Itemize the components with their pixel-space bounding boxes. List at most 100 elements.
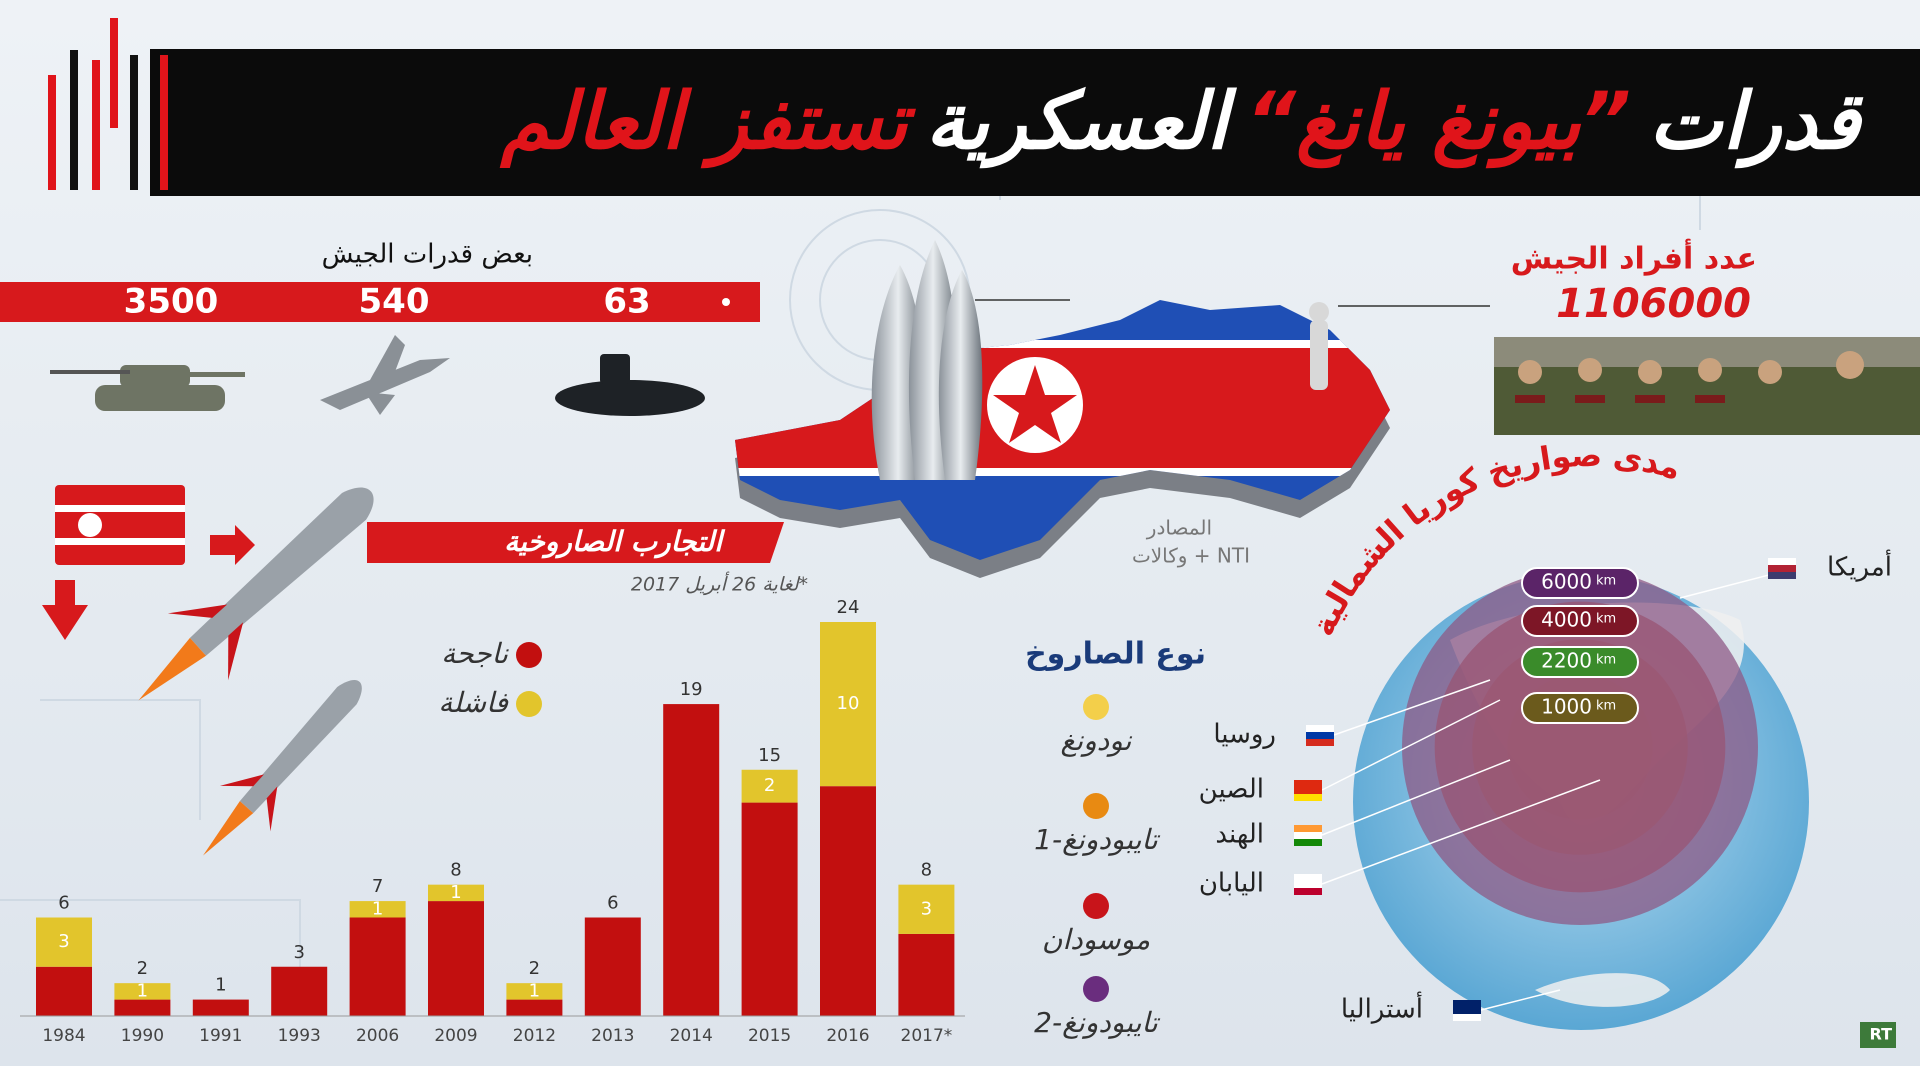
range-pill	[1521, 605, 1639, 637]
bar-segment	[271, 966, 328, 1016]
range-value: 4000	[1541, 608, 1592, 632]
range-label: 4000 km	[1521, 605, 1639, 637]
range-label: 6000 km	[1521, 567, 1639, 599]
bar-segment	[428, 884, 484, 902]
x-tick-label: 2017*	[901, 1026, 953, 1046]
range-pill	[1521, 692, 1639, 724]
equipment-icons	[50, 335, 705, 416]
missile-types-heading: نوع الصاروخ	[1025, 637, 1206, 672]
segment-label: 1	[372, 898, 383, 919]
sources-text: NTI + وكالات	[1132, 544, 1250, 568]
bar-segment	[428, 901, 484, 1016]
country-leader	[1321, 779, 1601, 885]
range-label: 2200 km	[1521, 646, 1639, 678]
bar-segment	[36, 966, 92, 1016]
x-tick-label: 2012	[513, 1026, 556, 1046]
x-tick-label: 2014	[670, 1026, 713, 1046]
range-value: 1000	[1541, 695, 1592, 719]
title-part: العسكرية	[925, 77, 1228, 167]
x-tick-label: 1991	[199, 1026, 242, 1046]
bar-segment	[506, 983, 563, 1000]
segment-label: 3	[921, 898, 932, 919]
x-tick-label: 2015	[748, 1026, 791, 1046]
logo-box	[1860, 1022, 1896, 1048]
bar-segment	[349, 901, 406, 918]
capability-value: 540	[359, 282, 430, 322]
range-unit: km	[1596, 612, 1616, 627]
bar-segment	[898, 884, 955, 934]
total-label: 2	[137, 958, 148, 979]
bar-segment	[741, 769, 798, 803]
personnel-value: 1106000	[1556, 281, 1751, 327]
range-label: 1000 km	[1521, 692, 1639, 724]
missile-type-swatch	[1083, 793, 1109, 819]
country-label: أستراليا	[1341, 991, 1423, 1025]
title-part: قدرات	[1649, 77, 1860, 167]
flag	[1453, 1000, 1481, 1007]
x-tick-label: 1984	[42, 1026, 85, 1046]
bar-segment	[820, 786, 876, 1016]
country-label: روسيا	[1213, 720, 1276, 750]
segment-label: 1	[529, 980, 540, 1001]
total-label: 3	[293, 942, 304, 963]
flag	[1294, 787, 1322, 794]
missile-type-swatch	[1083, 694, 1109, 720]
flag	[1294, 780, 1322, 787]
flag	[1294, 794, 1322, 801]
x-tick-label: 1993	[278, 1026, 321, 1046]
chart-title: التجارب الصاروخية	[504, 525, 726, 559]
flag	[1768, 565, 1796, 572]
country-label: الهند	[1215, 820, 1264, 850]
legend-swatch	[516, 642, 542, 668]
country-leader	[1321, 759, 1511, 836]
capabilities-band	[0, 282, 760, 322]
flag	[1294, 839, 1322, 846]
chart-note: *لغاية 26 أبريل 2017	[631, 572, 808, 596]
range-pill	[1521, 646, 1639, 678]
country-label: اليابان	[1199, 869, 1264, 899]
segment-label: 1	[450, 882, 461, 903]
flag	[1294, 825, 1322, 832]
capabilities-heading: بعض قدرات الجيش	[322, 240, 533, 270]
country-leader	[1321, 699, 1501, 791]
capability-value: 63	[603, 282, 650, 322]
segment-label: 2	[764, 775, 775, 796]
total-label: 8	[921, 860, 932, 881]
segment-label: 3	[58, 931, 69, 952]
korea-map	[735, 300, 1390, 578]
flag	[1294, 888, 1322, 895]
bar-segment	[663, 704, 720, 1016]
flag	[1453, 1014, 1481, 1021]
total-label: 1	[215, 975, 226, 996]
range-pill	[1521, 567, 1639, 599]
x-tick-label: 2006	[356, 1026, 399, 1046]
x-tick-label: 2013	[591, 1026, 634, 1046]
bar-segment	[506, 999, 563, 1016]
range-value: 6000	[1541, 570, 1592, 594]
chart-title-band	[367, 522, 784, 563]
range-unit: km	[1596, 653, 1616, 668]
total-label: 6	[58, 893, 69, 914]
missile-type-swatch	[1083, 893, 1109, 919]
flag	[1294, 832, 1322, 839]
total-label: 15	[758, 745, 781, 766]
title-part: ”بيونغ يانغ“	[1245, 77, 1631, 167]
capability-value: 3500	[124, 282, 219, 322]
left-decor	[42, 485, 374, 856]
total-label: 24	[837, 597, 860, 618]
segment-label: 10	[837, 693, 860, 714]
legend-swatch	[516, 691, 542, 717]
bar-segment	[741, 802, 798, 1016]
soldiers-photo	[1494, 337, 1920, 435]
total-label: 6	[607, 893, 618, 914]
bar-segment	[114, 999, 171, 1016]
legend-label: ناجحة	[441, 637, 509, 670]
missile-type-label: موسودان	[1042, 923, 1150, 956]
x-tick-label: 2009	[434, 1026, 477, 1046]
flag	[1306, 732, 1334, 739]
total-label: 7	[372, 876, 383, 897]
sources-heading: المصادر	[1146, 516, 1212, 540]
total-label: 8	[450, 860, 461, 881]
